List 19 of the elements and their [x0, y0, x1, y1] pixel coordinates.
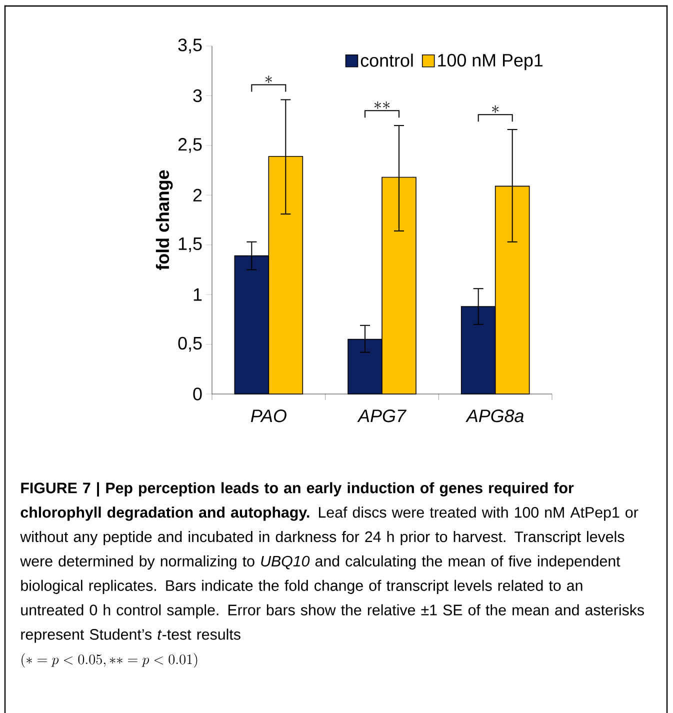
x-tick-label: APG8a [466, 410, 524, 422]
y-tick-label: 1,5 [178, 238, 202, 252]
annotation: $*$ [492, 105, 498, 113]
legend-label: 100 nM Pep1 [438, 54, 543, 70]
y-tick-label: 3,5 [178, 38, 202, 54]
text: $(* = p < 0.05, ** = p < 0.01)$ [22, 653, 198, 668]
legend-label: control [360, 54, 413, 67]
annotation: $*$ [265, 76, 272, 84]
y-tick-label: 2 [193, 188, 202, 202]
y-tick-label: 3 [193, 89, 202, 102]
text: FIGURE 7 | Pep perception leads to an early induction of genes required for chlorophyll degradation and autophagy. Leaf discs were treated with 100 nM AtPep1 or without any peptide and incubated in darkness for 24 h prior to harvest. Transcript levels were determined by normalizing to UBQ10 and calculating the mean of five independent biological replicates. Bars indicate the fold change of transcript levels related to an untreated 0 h control sample. Error bars show the relative ±1 SE of the mean and asterisks represent Student’s t-test results [20, 482, 644, 643]
annotation: $**$ [374, 101, 390, 109]
y-tick-label: 2,5 [178, 138, 202, 153]
y-tick-label: 0,5 [178, 336, 202, 352]
x-tick-label: APG7 [357, 410, 406, 422]
y-tick-label: 1 [194, 288, 202, 301]
y-tick-label: 0 [193, 388, 202, 400]
y-axis-title: fold change [156, 170, 173, 270]
x-tick-label: PAO [250, 410, 286, 422]
